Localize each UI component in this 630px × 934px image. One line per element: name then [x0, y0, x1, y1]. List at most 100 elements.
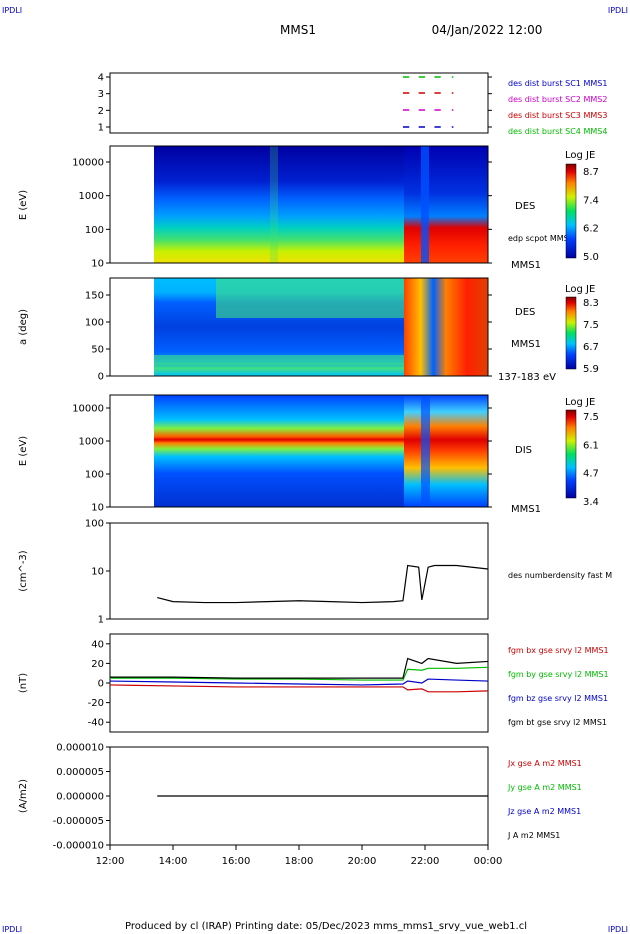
- fgm-ytick-label: 0: [98, 679, 104, 690]
- des-energy-ylabel: E (eV): [18, 190, 29, 220]
- current-ylabel: (A/m2): [18, 779, 29, 813]
- des-pitch-cbar-ticks: 8.3 7.5 6.7 5.9: [583, 298, 599, 375]
- des-energy-ytick-label: 1000: [79, 191, 104, 202]
- des-energy-cbar-tick: 6.2: [583, 224, 599, 235]
- panel-burst-marks: [402, 76, 454, 128]
- time-tick-label: 22:00: [411, 856, 440, 867]
- corner-label-bottom-right: IPDLI: [608, 925, 628, 934]
- dis-energy-colorbar: [565, 409, 577, 499]
- density-legend-item: des numberdensity fast M: [508, 571, 612, 580]
- dis-energy-cbar-title: Log JE: [565, 397, 595, 408]
- dis-energy-spectrogram: [154, 395, 404, 507]
- des-energy-cbar-tick: 5.0: [583, 252, 599, 263]
- des-energy-gap: [421, 146, 429, 263]
- burst-legend-item: des dist burst SC1 MMS1: [508, 79, 607, 88]
- panel-des-energy: E (eV) 10 100 1000 10000 DES edp scpot MMS1…: [18, 145, 599, 271]
- des-pitch-colorbar: [565, 296, 577, 370]
- des-pitch-cbar-tick: 8.3: [583, 298, 599, 309]
- density-ytick-label: 1: [98, 615, 104, 626]
- current-legend-item: J A m2 MMS1: [507, 831, 560, 840]
- burst-ytick-label: 4: [98, 73, 104, 84]
- des-energy-ytick-label: 10: [91, 259, 104, 270]
- des-pitch-cbar-tick: 6.7: [583, 342, 599, 353]
- panel-current: (A/m2) -0.000010 -0.000005 0.000000 0.00000…: [18, 743, 582, 852]
- fgm-series: [109, 657, 489, 693]
- dis-energy-cbar-tick: 6.1: [583, 440, 599, 451]
- footer-text: Produced by cl (IRAP) Printing date: 05/…: [125, 921, 527, 932]
- time-tick-label: 00:00: [474, 856, 503, 867]
- dis-energy-ytick-label: 100: [85, 470, 104, 481]
- des-energy-spectrogram-end: [404, 146, 488, 263]
- current-ytick-label: -0.000010: [53, 841, 104, 852]
- des-pitch-spectrogram-end: [404, 278, 488, 376]
- current-ytick-label: -0.000005: [53, 816, 104, 827]
- current-legend-item: Jx gse A m2 MMS1: [507, 759, 582, 768]
- panel-density: (cm^-3) 1 10 100 des numberdensity fast M: [18, 519, 612, 626]
- des-energy-cbar-ticks: 8.7 7.4 6.2 5.0: [583, 167, 599, 263]
- time-tick-label: 20:00: [348, 856, 377, 867]
- des-pitch-upper-band: [216, 278, 404, 318]
- des-pitch-ytick-label: 50: [91, 345, 104, 356]
- density-ytick-label: 10: [91, 567, 104, 578]
- corner-label-top-left: IPDLI: [2, 6, 22, 15]
- density-legend: des numberdensity fast M: [508, 571, 612, 580]
- corner-label-top-right: IPDLI: [608, 6, 628, 15]
- fgm-legend-item: fgm bt gse srvy l2 MMS1: [508, 718, 607, 727]
- density-ylabel: (cm^-3): [18, 550, 29, 591]
- dis-energy-gap: [421, 395, 430, 507]
- des-energy-cbar-tick: 7.4: [583, 195, 599, 206]
- des-energy-cbar-tick: 8.7: [583, 167, 599, 178]
- dis-energy-ylabel: E (eV): [18, 436, 29, 466]
- burst-ytick-label: 2: [98, 106, 104, 117]
- des-pitch-cbar-tick: 5.9: [583, 364, 599, 375]
- des-energy-ytick-label: 10000: [72, 158, 104, 169]
- current-legend: Jx gse A m2 MMS1 Jy gse A m2 MMS1 Jz gse A…: [507, 759, 582, 840]
- des-energy-ytick-label: 100: [85, 225, 104, 236]
- time-tick-label: 12:00: [96, 856, 125, 867]
- fgm-ytick-label: -40: [88, 718, 104, 729]
- des-energy-spectrogram: [154, 146, 404, 263]
- burst-legend-item: des dist burst SC2 MMS2: [508, 95, 607, 104]
- panel-fgm: (nT) -40 -20 0 20 40 fgm bx gse srvy l2 MMS1…: [18, 633, 609, 733]
- fgm-legend-item: fgm bx gse srvy l2 MMS1: [508, 646, 609, 655]
- des-pitch-ytick-label: 100: [85, 318, 104, 329]
- dis-energy-ytick-label: 10: [91, 503, 104, 514]
- panel-des-energy-frame: [109, 145, 489, 264]
- des-energy-unit-label: edp scpot MMS1: [508, 234, 574, 243]
- des-pitch-spacecraft: MMS1: [511, 339, 541, 350]
- dis-energy-cbar-tick: 7.5: [583, 412, 599, 423]
- current-ytick-label: 0.000000: [56, 792, 104, 803]
- fgm-legend: fgm bx gse srvy l2 MMS1 fgm by gse srvy l…: [508, 646, 609, 727]
- corner-label-bottom-left: IPDLI: [2, 925, 22, 934]
- panel-dis-energy-frame: [109, 394, 489, 508]
- time-tick-label: 14:00: [159, 856, 188, 867]
- time-axis: 12:00 14:00 16:00 18:00 20:00 22:00 00:00: [96, 845, 503, 867]
- des-pitch-energy-range: 137-183 eV: [498, 372, 556, 383]
- panel-density-frame: [109, 522, 489, 620]
- des-pitch-yticks: 0 50 100 150: [85, 291, 492, 383]
- des-energy-instrument: DES: [515, 201, 535, 212]
- des-pitch-cbar-title: Log JE: [565, 284, 595, 295]
- fgm-legend-item: fgm bz gse srvy l2 MMS1: [508, 694, 608, 703]
- density-yticks: 1 10 100: [85, 519, 110, 626]
- fgm-ytick-label: -20: [88, 698, 104, 709]
- des-energy-spacecraft: MMS1: [511, 260, 541, 271]
- density-series: [157, 564, 489, 604]
- des-energy-stripe: [270, 146, 278, 263]
- dis-energy-yticks: 10 100 1000 10000: [72, 404, 492, 514]
- burst-ytick-label: 3: [98, 89, 104, 100]
- current-yticks: -0.000010 -0.000005 0.000000 0.000005 0.0000…: [53, 743, 110, 852]
- dis-energy-cbar-tick: 4.7: [583, 469, 599, 480]
- fgm-ytick-label: 40: [91, 639, 104, 650]
- dis-energy-cbar-tick: 3.4: [583, 497, 599, 508]
- fgm-line: [110, 657, 489, 679]
- time-tick-label: 16:00: [222, 856, 251, 867]
- des-pitch-instrument: DES: [515, 307, 535, 318]
- dis-energy-instrument: DIS: [515, 445, 532, 456]
- dis-energy-spacecraft: MMS1: [511, 504, 541, 515]
- current-legend-item: Jz gse A m2 MMS1: [507, 807, 581, 816]
- fgm-line: [109, 678, 489, 686]
- dis-energy-ytick-label: 1000: [79, 437, 104, 448]
- dis-energy-ytick-label: 10000: [72, 404, 104, 415]
